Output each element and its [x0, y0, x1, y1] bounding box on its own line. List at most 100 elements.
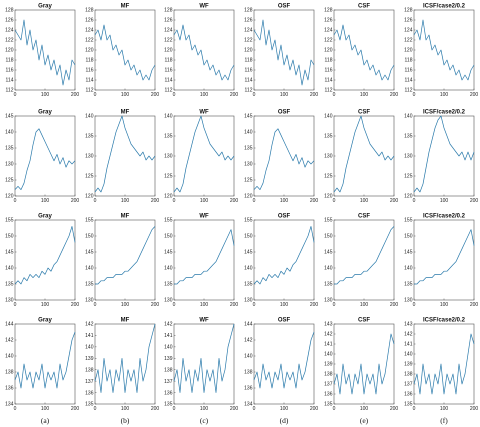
y-tick-label: 116 [6, 68, 14, 74]
x-tick-label: 100 [41, 198, 50, 204]
x-tick-label: 200 [470, 198, 479, 204]
y-tick-label: 145 [244, 114, 253, 120]
x-tick-label: 100 [41, 302, 50, 308]
x-tick-label: 100 [440, 198, 449, 204]
y-tick-label: 140 [85, 266, 94, 272]
x-tick-label: 200 [230, 198, 239, 204]
x-tick-label: 100 [440, 92, 449, 98]
y-tick-label: 155 [404, 218, 413, 224]
y-tick-label: 140 [164, 266, 173, 272]
y-tick-label: 114 [6, 78, 14, 84]
y-tick-label: 143 [324, 322, 333, 328]
y-tick-label: 120 [404, 194, 413, 200]
y-tick-label: 128 [164, 8, 173, 14]
x-tick-label: 0 [333, 92, 336, 98]
series-line [14, 331, 76, 389]
y-tick-label: 126 [5, 18, 14, 24]
y-tick-label: 118 [165, 58, 173, 64]
y-tick-label: 112 [6, 88, 14, 94]
column-label: (d) [280, 416, 289, 425]
y-tick-label: 145 [404, 250, 413, 256]
x-tick-label: 200 [310, 302, 319, 308]
x-tick-label: 200 [71, 198, 80, 204]
subplot-title: OSF [278, 110, 291, 116]
y-tick-label: 120 [5, 194, 14, 200]
y-tick-label: 114 [165, 78, 173, 84]
subplot-title: OSF [278, 214, 291, 220]
y-tick-label: 135 [85, 134, 94, 140]
y-tick-label: 114 [245, 78, 253, 84]
x-tick-label: 0 [94, 302, 97, 308]
subplot-title: Gray [38, 318, 52, 324]
y-tick-label: 125 [85, 174, 94, 180]
series-line [253, 331, 315, 389]
subplot-title: CSF [358, 110, 370, 116]
y-tick-label: 112 [405, 88, 413, 94]
y-tick-label: 124 [5, 28, 14, 34]
x-tick-label: 100 [360, 406, 369, 412]
x-tick-label: 100 [280, 198, 289, 204]
x-tick-label: 100 [121, 406, 130, 412]
x-tick-label: 200 [390, 198, 399, 204]
plot-frame [173, 115, 235, 197]
subplot-title: Gray [38, 4, 52, 10]
x-tick-label: 0 [173, 302, 176, 308]
y-tick-label: 128 [244, 8, 253, 14]
y-tick-label: 139 [164, 356, 173, 362]
y-tick-label: 130 [244, 298, 253, 304]
series-line [253, 19, 315, 86]
y-tick-label: 130 [5, 298, 14, 304]
y-tick-label: 120 [404, 48, 413, 54]
subplot-r3-c3: WF 130 135 140 145 150 155 0 100 200 [164, 214, 238, 309]
plot-frame [173, 219, 235, 301]
y-tick-label: 138 [324, 372, 333, 378]
subplot-title: CSF [358, 4, 370, 10]
series-line [173, 24, 235, 81]
y-tick-label: 138 [5, 370, 14, 376]
x-tick-label: 100 [41, 406, 50, 412]
y-tick-label: 135 [5, 282, 14, 288]
y-tick-label: 130 [324, 298, 333, 304]
y-tick-label: 139 [404, 362, 413, 368]
x-tick-label: 0 [94, 198, 97, 204]
series-line [333, 24, 395, 81]
y-tick-label: 150 [404, 234, 413, 240]
subplot-title: MF [121, 110, 130, 116]
y-tick-label: 141 [85, 333, 94, 339]
y-tick-label: 141 [324, 342, 333, 348]
y-tick-label: 155 [164, 218, 173, 224]
plot-frame [94, 219, 156, 301]
x-tick-label: 100 [280, 92, 289, 98]
series-line [333, 333, 395, 395]
plot-frame [14, 219, 76, 301]
x-tick-label: 0 [413, 92, 416, 98]
y-tick-label: 141 [164, 333, 173, 339]
subplot-title: WF [199, 214, 209, 220]
y-tick-label: 130 [164, 154, 173, 160]
x-tick-label: 200 [470, 92, 479, 98]
y-tick-label: 124 [324, 28, 333, 34]
x-tick-label: 200 [71, 406, 80, 412]
y-tick-label: 140 [5, 130, 14, 136]
y-tick-label: 140 [324, 352, 333, 358]
y-tick-label: 112 [165, 88, 173, 94]
series-line [333, 115, 395, 193]
y-tick-label: 145 [164, 250, 173, 256]
y-tick-label: 136 [404, 392, 413, 398]
y-tick-label: 120 [244, 194, 253, 200]
subplot-title: WF [199, 110, 209, 116]
y-tick-label: 135 [324, 282, 333, 288]
plot-frame [253, 219, 315, 301]
y-tick-label: 128 [5, 8, 14, 14]
subplot-r4-c3: WF 135 136 137 138 139 140 141 142 0 100 200 [164, 318, 238, 413]
plot-frame [333, 219, 395, 301]
column-label: (a) [41, 416, 50, 425]
subplot-r1-c2: MF 112 114 116 118 120 122 124 126 128 0 100 200 [85, 4, 159, 99]
subplot-r2-c5: CSF 120 125 130 135 140 0 100 200 [324, 110, 398, 205]
series-line [413, 115, 475, 193]
x-tick-label: 0 [413, 302, 416, 308]
subplot-title: WF [199, 4, 209, 10]
x-tick-label: 0 [253, 92, 256, 98]
subplot-title: OSF [278, 318, 291, 324]
plot-frame [333, 9, 395, 91]
